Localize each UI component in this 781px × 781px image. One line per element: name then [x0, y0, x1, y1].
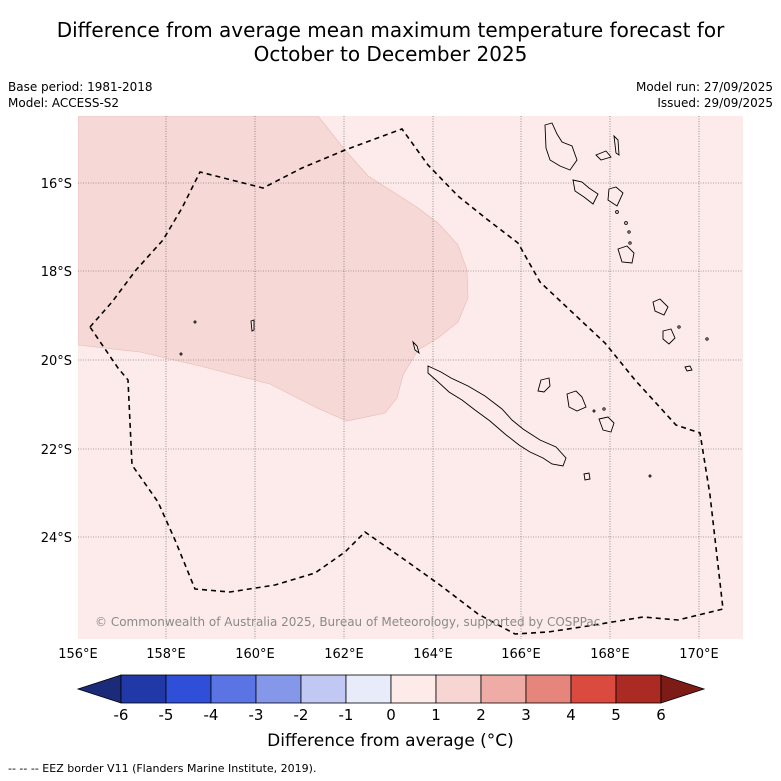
- anomaly-region-1-2: [78, 116, 469, 422]
- island-chesterfield: [250, 319, 255, 332]
- colorbar-tick: 2: [476, 706, 486, 724]
- lon-label-158e: 158°E: [146, 647, 186, 662]
- colorbar-segment: [525, 674, 572, 704]
- eez-footnote: -- -- -- EEZ border V11 (Flanders Marine…: [8, 762, 317, 775]
- loyalty-islands-ouvea: [537, 377, 551, 393]
- colorbar-segment: [435, 674, 482, 704]
- vanuatu-pentecost: [607, 186, 624, 207]
- vanuatu-erromango: [652, 298, 669, 316]
- title-line-2: October to December 2025: [253, 42, 528, 66]
- islet-11: [193, 320, 197, 324]
- islet-4: [628, 241, 632, 245]
- colorbar-segment: [480, 674, 527, 704]
- lat-label-22s: 22°S: [41, 443, 72, 458]
- lon-label-156e: 156°E: [58, 647, 98, 662]
- colorbar-tick: 3: [521, 706, 531, 724]
- colorbar-tick: -4: [204, 706, 219, 724]
- colorbar-tick: -3: [249, 706, 264, 724]
- colorbar-tick: -1: [339, 706, 354, 724]
- colorbar-segment: [345, 674, 392, 704]
- islet-10: [179, 352, 183, 356]
- vanuatu-espiritu-santo: [544, 122, 578, 171]
- vanuatu-maewo: [613, 134, 620, 156]
- colorbar-segment: [255, 674, 302, 704]
- belep-islands: [412, 340, 420, 355]
- colorbar-tick: 4: [566, 706, 576, 724]
- meta-left: Base period: 1981-2018 Model: ACCESS-S2: [8, 79, 153, 111]
- lat-label-18s: 18°S: [41, 265, 72, 280]
- colorbar: [76, 674, 706, 704]
- islet-6: [677, 325, 681, 329]
- lon-label-160e: 160°E: [235, 647, 275, 662]
- colorbar-segment: [210, 674, 257, 704]
- vanuatu-ambae: [595, 150, 612, 161]
- islet-7: [602, 407, 606, 411]
- vanuatu-aneityum: [684, 365, 693, 372]
- base-period: Base period: 1981-2018: [8, 80, 153, 94]
- colorbar-tick: 1: [431, 706, 441, 724]
- islet-5: [705, 337, 709, 341]
- model-run: Model run: 27/09/2025: [635, 80, 773, 94]
- colorbar-segment: [570, 674, 617, 704]
- islet-3: [627, 230, 631, 234]
- title-line-1: Difference from average mean maximum tem…: [56, 18, 725, 42]
- colorbar-tick: 6: [656, 706, 666, 724]
- islet-9: [648, 474, 652, 478]
- map-credit: © Commonwealth of Australia 2025, Bureau…: [95, 615, 600, 629]
- colorbar-over-arrow: [660, 674, 706, 704]
- eez-border: [88, 128, 724, 635]
- islet-1: [615, 210, 619, 214]
- issued-date: Issued: 29/09/2025: [657, 96, 773, 110]
- lon-label-168e: 168°E: [590, 647, 630, 662]
- vanuatu-malekula: [572, 179, 599, 205]
- lon-label-166e: 166°E: [501, 647, 541, 662]
- loyalty-islands-lifou: [566, 390, 587, 412]
- colorbar-tick: -2: [294, 706, 309, 724]
- model-name: Model: ACCESS-S2: [8, 96, 120, 110]
- isle-of-pines: [583, 472, 591, 481]
- lat-label-20s: 20°S: [41, 354, 72, 369]
- islet-2: [624, 221, 628, 225]
- colorbar-segment: [120, 674, 167, 704]
- meta-right: Model run: 27/09/2025 Issued: 29/09/2025: [636, 79, 773, 111]
- colorbar-tick: -6: [114, 706, 129, 724]
- map-title: Difference from average mean maximum tem…: [0, 18, 781, 66]
- colorbar-segment: [165, 674, 212, 704]
- loyalty-islands-mare: [598, 416, 615, 433]
- colorbar-segment: [390, 674, 437, 704]
- colorbar-tick: 5: [611, 706, 621, 724]
- vanuatu-tanna: [662, 328, 676, 345]
- coastlines: [179, 122, 709, 481]
- lat-label-24s: 24°S: [41, 531, 72, 546]
- lon-label-162e: 162°E: [324, 647, 364, 662]
- gridlines: [78, 116, 743, 639]
- new-caledonia-island: [427, 365, 567, 467]
- colorbar-tick: 0: [386, 706, 396, 724]
- colorbar-tick: -5: [159, 706, 174, 724]
- colorbar-under-arrow: [76, 674, 122, 704]
- lon-label-164e: 164°E: [413, 647, 453, 662]
- lat-label-16s: 16°S: [41, 177, 72, 192]
- vanuatu-efate: [617, 245, 635, 264]
- colorbar-segment: [615, 674, 662, 704]
- colorbar-label: Difference from average (°C): [267, 731, 514, 751]
- lon-label-170e: 170°E: [679, 647, 719, 662]
- colorbar-segment: [300, 674, 347, 704]
- islet-8: [592, 409, 596, 413]
